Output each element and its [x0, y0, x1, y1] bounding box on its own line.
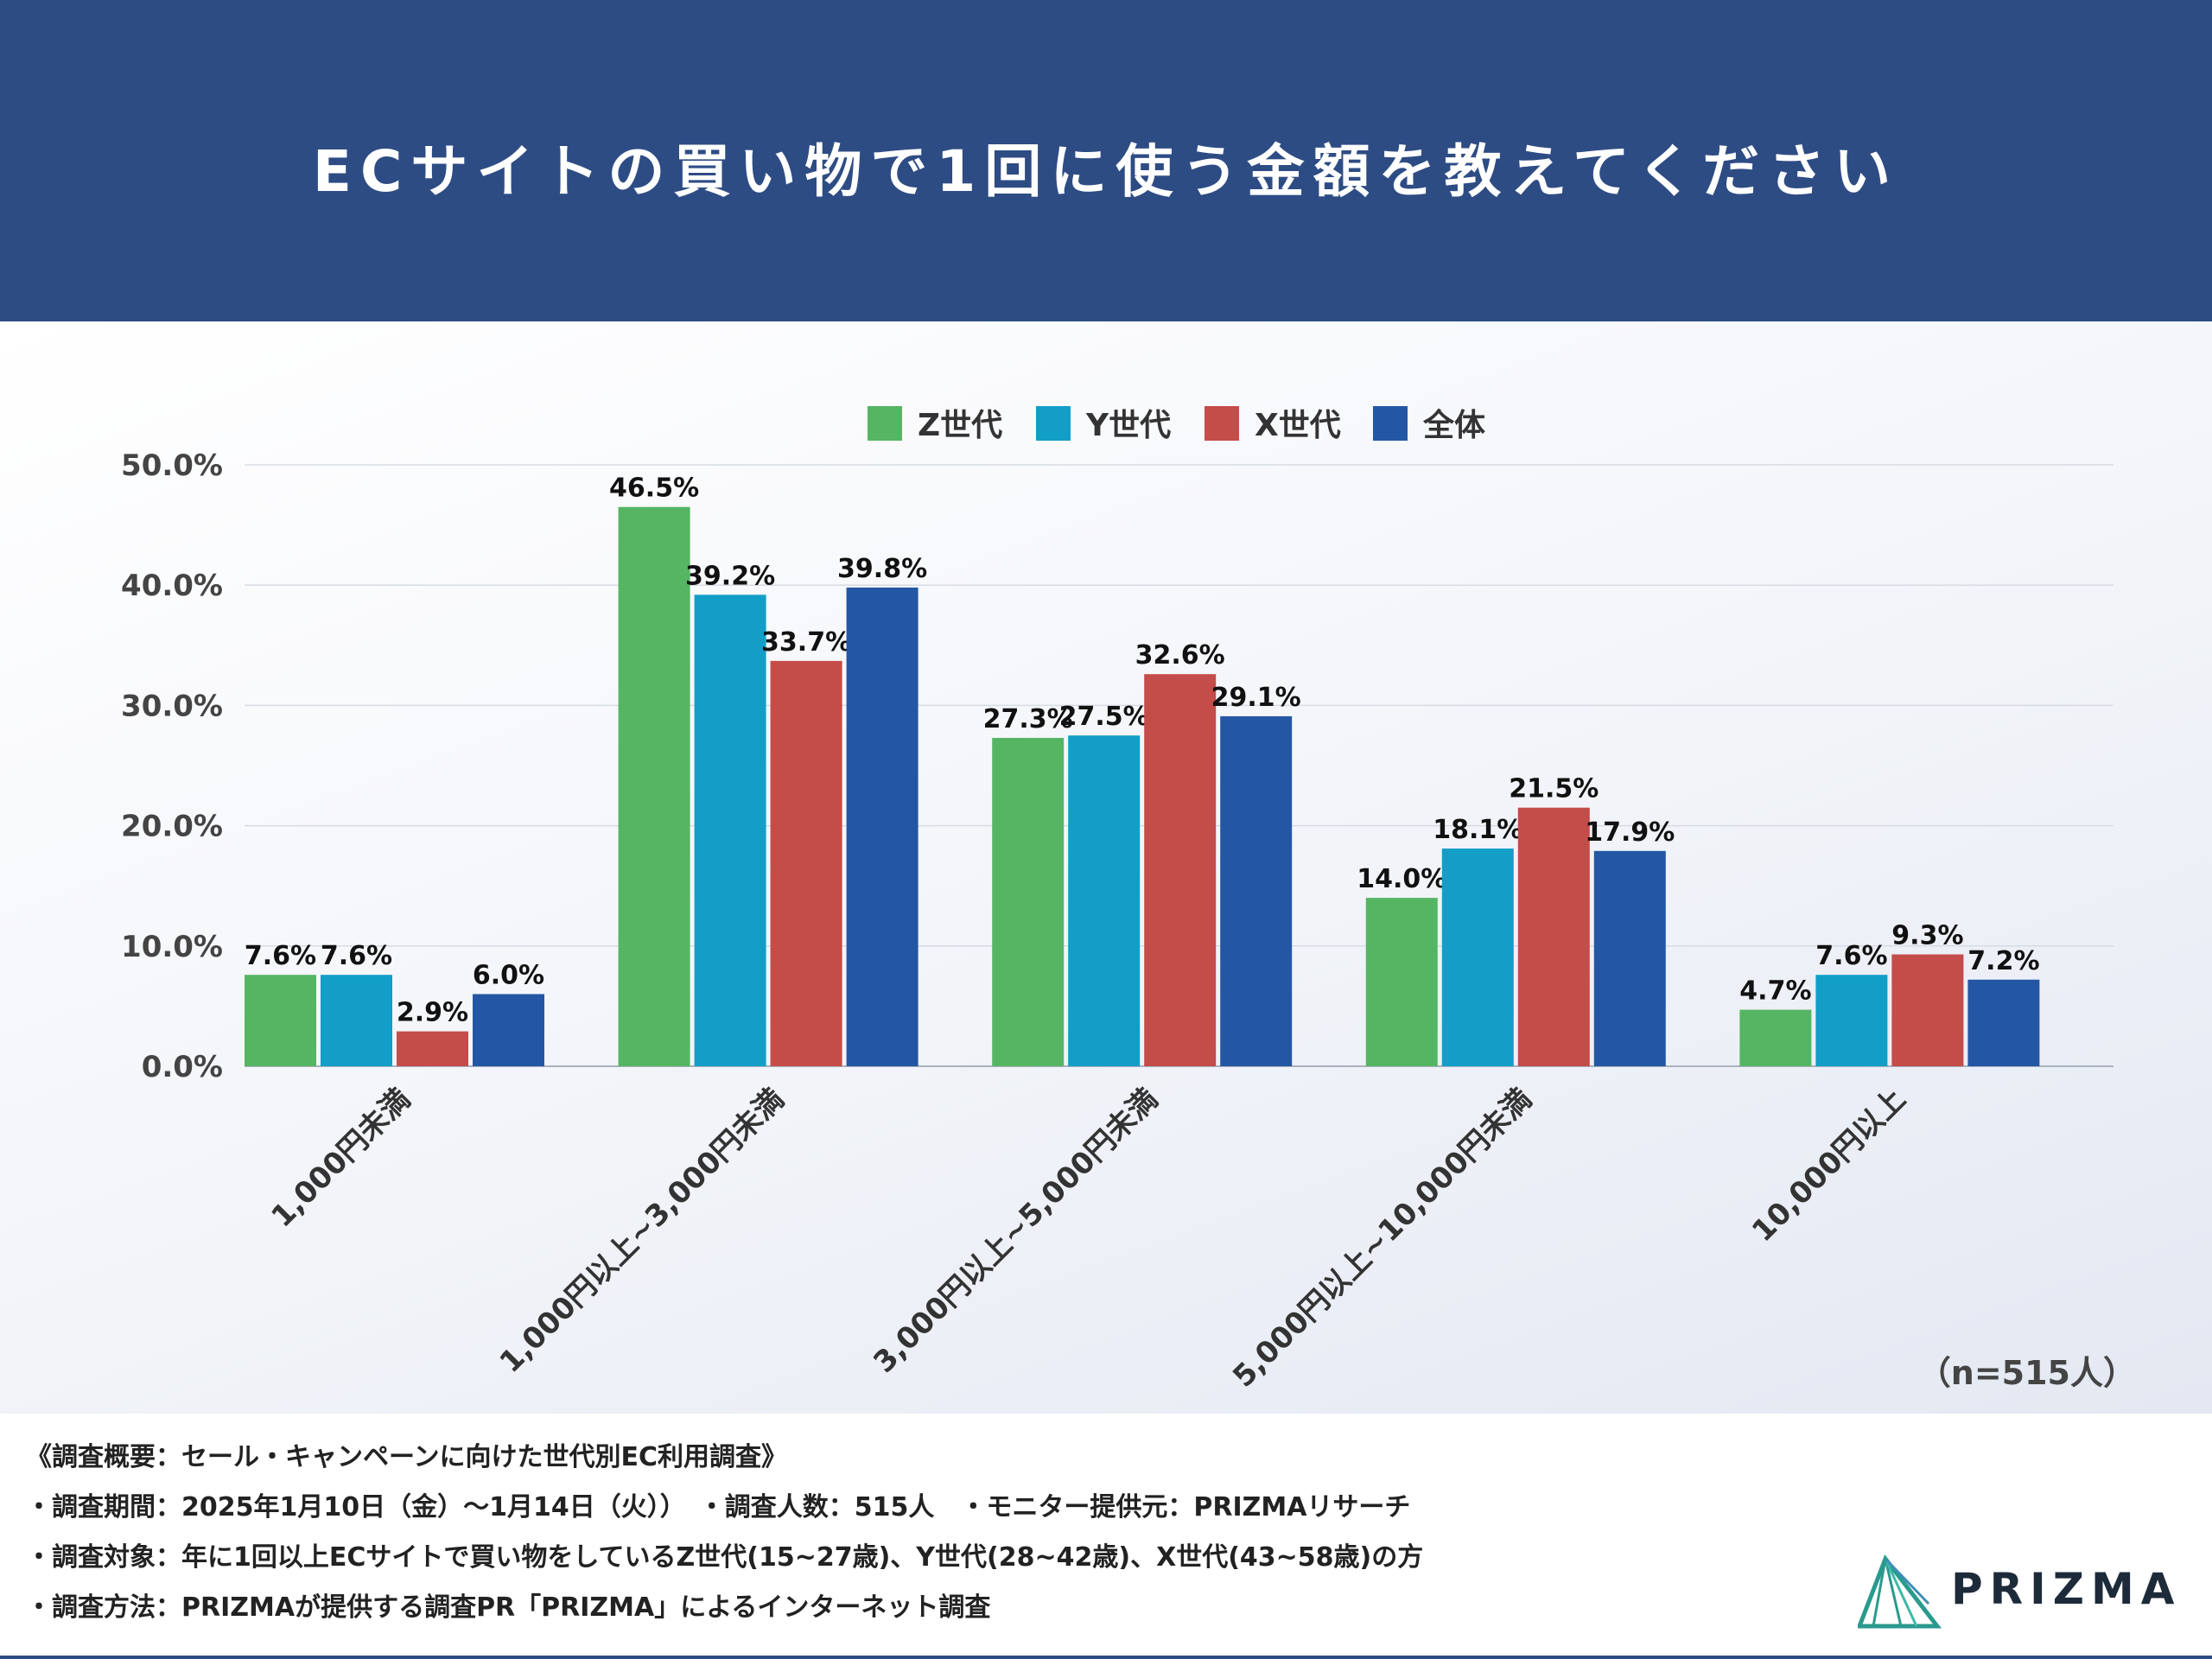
- title-banner: ECサイトの買い物で1回に使う金額を教えてください: [0, 0, 2212, 321]
- data-label: 4.7%: [1739, 976, 1811, 1007]
- bar: [1365, 898, 1438, 1066]
- legend-swatch: [868, 406, 902, 441]
- bar: [1891, 954, 1964, 1066]
- category-label: 5,000円以上~10,000円未満: [1226, 1082, 1539, 1395]
- sample-size-label: （n=515人）: [1917, 1354, 2136, 1392]
- bar: [1144, 674, 1217, 1066]
- legend-label: Z世代: [918, 408, 1002, 443]
- survey-period-line: ・調査期間：2025年1月10日（金）〜1月14日（火）） ・調査人数：515人…: [26, 1492, 1411, 1522]
- y-tick-label: 40.0%: [121, 569, 223, 603]
- prizma-logo: PRIZMA: [1858, 1552, 2186, 1630]
- data-label: 39.2%: [685, 561, 775, 591]
- data-label: 6.0%: [473, 960, 544, 990]
- y-tick-label: 0.0%: [142, 1050, 223, 1084]
- category-label: 1,000円以上~3,000円未満: [493, 1082, 791, 1380]
- data-label: 27.5%: [1059, 702, 1149, 732]
- legend-label: 全体: [1422, 407, 1485, 443]
- prizma-logo-text: PRIZMA: [1951, 1564, 2182, 1614]
- y-tick-label: 10.0%: [121, 930, 223, 964]
- bar: [1593, 850, 1666, 1066]
- legend-swatch: [1373, 406, 1408, 441]
- bar: [397, 1031, 468, 1066]
- data-label: 7.6%: [321, 941, 392, 971]
- data-label: 39.8%: [837, 554, 927, 584]
- category-label: 10,000円以上: [1745, 1082, 1912, 1249]
- legend-swatch: [1036, 406, 1071, 441]
- category-label: 3,000円以上~5,000円未満: [867, 1082, 1165, 1380]
- data-label: 7.6%: [1815, 941, 1887, 971]
- category-label: 1,000円未満: [264, 1082, 416, 1234]
- chart-area: 0.0% 10.0% 20.0% 30.0% 40.0% 50.0% 7.6% 7.6% 2.9…: [0, 321, 2212, 1414]
- bar: [992, 737, 1065, 1066]
- footer-divider: [0, 1656, 2212, 1659]
- legend-swatch: [1205, 406, 1239, 441]
- bar: [1815, 975, 1888, 1066]
- bar: [1441, 849, 1514, 1066]
- bar: [618, 506, 690, 1066]
- prism-triangle-icon: [1858, 1554, 1942, 1629]
- y-tick-label: 20.0%: [121, 810, 223, 844]
- data-label: 18.1%: [1433, 815, 1522, 845]
- data-label: 27.3%: [983, 704, 1073, 734]
- y-tick-label: 50.0%: [121, 448, 223, 483]
- data-label: 7.6%: [245, 941, 316, 971]
- bar: [473, 994, 544, 1066]
- legend-label: X世代: [1255, 408, 1341, 443]
- data-label: 2.9%: [397, 998, 468, 1028]
- data-label: 17.9%: [1585, 817, 1675, 848]
- data-label: 33.7%: [761, 627, 851, 658]
- bar: [1220, 715, 1293, 1066]
- survey-notes: 《調査概要：セール・キャンペーンに向けた世代別EC利用調査》 ・調査期間：202…: [26, 1433, 1423, 1633]
- survey-footer: 《調査概要：セール・キャンペーンに向けた世代別EC利用調査》 ・調査期間：202…: [0, 1414, 2212, 1659]
- data-label: 9.3%: [1891, 921, 1963, 951]
- page-title: ECサイトの買い物で1回に使う金額を教えてください: [312, 138, 1900, 205]
- legend-label: Y世代: [1085, 408, 1171, 443]
- bar: [846, 587, 918, 1066]
- data-label: 14.0%: [1357, 864, 1446, 894]
- data-label: 32.6%: [1135, 640, 1225, 671]
- bar: [770, 660, 842, 1066]
- data-label: 29.1%: [1211, 683, 1301, 713]
- survey-target-line: ・調査対象：年に1回以上ECサイトで買い物をしているZ世代(15~27歳)、Y世…: [26, 1542, 1424, 1573]
- bar-chart: 0.0%10.0%20.0%30.0%40.0%50.0%7.6% 7.6%2.9…: [121, 406, 2113, 1395]
- survey-overview-line: 《調査概要：セール・キャンペーンに向けた世代別EC利用調査》: [26, 1442, 788, 1472]
- survey-method-line: ・調査方法：PRIZMAが提供する調査PR「PRIZMA」によるインターネット調…: [26, 1592, 991, 1623]
- bar: [694, 594, 766, 1066]
- data-label: 7.2%: [1967, 946, 2039, 976]
- data-label: 46.5%: [609, 474, 699, 504]
- bar: [321, 975, 392, 1066]
- bar: [245, 975, 316, 1066]
- bar: [1739, 1009, 1812, 1066]
- bar: [1967, 979, 2040, 1066]
- y-tick-label: 30.0%: [121, 689, 223, 723]
- bar: [1068, 735, 1141, 1066]
- data-label: 21.5%: [1509, 774, 1599, 804]
- bar: [1517, 807, 1590, 1066]
